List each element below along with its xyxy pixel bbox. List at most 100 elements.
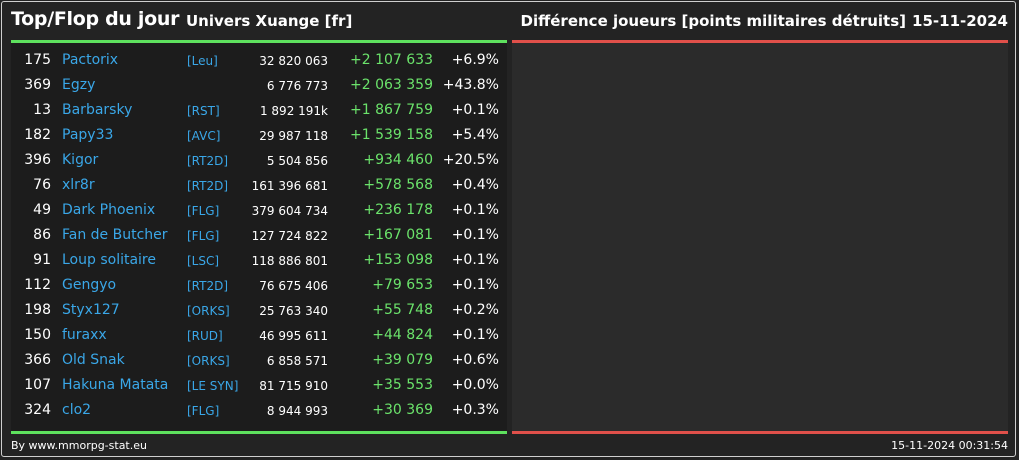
player-name-link[interactable]: Fan de Butcher <box>62 227 168 243</box>
source-credit[interactable]: By www.mmorpg-stat.eu <box>11 439 147 452</box>
alliance-link[interactable]: [LSC] <box>187 254 220 268</box>
table-row: 182 Papy33 [AVC] 29 987 118 +1 539 158 +5.4% <box>11 123 507 148</box>
page-title: Top/Flop du jour <box>11 8 180 30</box>
percent-change: +0.3% <box>451 402 499 418</box>
percent-change: +0.1% <box>451 227 499 243</box>
percent-change: +0.0% <box>451 377 499 393</box>
player-name-link[interactable]: Styx127 <box>62 302 120 318</box>
points-difference: +55 748 <box>372 302 433 318</box>
points-difference: +35 553 <box>372 377 433 393</box>
player-points: 29 987 118 <box>259 129 328 143</box>
points-difference: +934 460 <box>363 152 433 168</box>
player-name-link[interactable]: Hakuna Matata <box>62 377 169 393</box>
player-points: 5 504 856 <box>266 154 328 168</box>
top-red-divider <box>512 40 1008 43</box>
alliance-link[interactable]: [RUD] <box>187 329 223 343</box>
player-name-link[interactable]: Loup solitaire <box>62 252 156 268</box>
player-rank: 150 <box>24 327 51 343</box>
points-difference: +1 867 759 <box>350 102 433 118</box>
player-name-link[interactable]: Papy33 <box>62 127 114 143</box>
points-difference: +79 653 <box>372 277 433 293</box>
player-points: 127 724 822 <box>251 229 328 243</box>
player-rank: 49 <box>33 202 51 218</box>
player-rank: 369 <box>24 77 51 93</box>
top-players-panel: 175 Pactorix [Leu] 32 820 063 +2 107 633 +6.9… <box>11 43 507 431</box>
table-row: 49 Dark Phoenix [FLG] 379 604 734 +236 178 +0… <box>11 198 507 223</box>
player-rank: 112 <box>24 277 51 293</box>
table-row: 369 Egzy 6 776 773 +2 063 359 +43.8% <box>11 73 507 98</box>
player-points: 161 396 681 <box>251 179 328 193</box>
alliance-link[interactable]: [FLG] <box>187 404 220 418</box>
difference-title: Différence joueurs [points militaires dé… <box>520 12 906 30</box>
percent-change: +43.8% <box>442 77 499 93</box>
alliance-link[interactable]: [Leu] <box>187 54 218 68</box>
points-difference: +153 098 <box>363 252 433 268</box>
percent-change: +0.2% <box>451 302 499 318</box>
percent-change: +5.4% <box>451 127 499 143</box>
table-row: 150 furaxx [RUD] 46 995 611 +44 824 +0.1% <box>11 323 507 348</box>
player-name-link[interactable]: Kigor <box>62 152 99 168</box>
percent-change: +6.9% <box>451 52 499 68</box>
table-row: 366 Old Snak [ORKS] 6 858 571 +39 079 +0.6% <box>11 348 507 373</box>
player-points: 25 763 340 <box>259 304 328 318</box>
points-difference: +236 178 <box>363 202 433 218</box>
percent-change: +0.1% <box>451 327 499 343</box>
alliance-link[interactable]: [FLG] <box>187 229 220 243</box>
player-name-link[interactable]: Gengyo <box>62 277 117 293</box>
player-name-link[interactable]: furaxx <box>62 327 107 343</box>
points-difference: +1 539 158 <box>350 127 433 143</box>
bottom-red-divider <box>512 431 1008 434</box>
points-difference: +44 824 <box>372 327 433 343</box>
player-name-link[interactable]: clo2 <box>62 402 92 418</box>
alliance-link[interactable]: [AVC] <box>187 129 221 143</box>
player-points: 6 776 773 <box>266 79 328 93</box>
player-points: 6 858 571 <box>266 354 328 368</box>
alliance-link[interactable]: [LE SYN] <box>187 379 239 393</box>
percent-change: +0.1% <box>451 277 499 293</box>
player-points: 1 892 191k <box>259 104 328 118</box>
table-row: 324 clo2 [FLG] 8 944 993 +30 369 +0.3% <box>11 398 507 423</box>
alliance-link[interactable]: [RST] <box>187 104 220 118</box>
table-row: 76 xlr8r [RT2D] 161 396 681 +578 568 +0.4% <box>11 173 507 198</box>
header-date: 15-11-2024 <box>912 12 1008 30</box>
table-row: 86 Fan de Butcher [FLG] 127 724 822 +167 081… <box>11 223 507 248</box>
player-rank: 324 <box>24 402 51 418</box>
table-row: 107 Hakuna Matata [LE SYN] 81 715 910 +35 55… <box>11 373 507 398</box>
player-points: 32 820 063 <box>259 54 328 68</box>
alliance-link[interactable]: [RT2D] <box>187 279 229 293</box>
alliance-link[interactable]: [RT2D] <box>187 179 229 193</box>
table-row: 13 Barbarsky [RST] 1 892 191k +1 867 759 +0.1… <box>11 98 507 123</box>
player-name-link[interactable]: Pactorix <box>62 52 119 68</box>
player-name-link[interactable]: Egzy <box>62 77 96 93</box>
alliance-link[interactable]: [FLG] <box>187 204 220 218</box>
table-row: 175 Pactorix [Leu] 32 820 063 +2 107 633 +6.9… <box>11 48 507 73</box>
player-rank: 91 <box>33 252 51 268</box>
percent-change: +0.4% <box>451 177 499 193</box>
player-points: 46 995 611 <box>259 329 328 343</box>
top-players-list: 175 Pactorix [Leu] 32 820 063 +2 107 633 +6.9… <box>11 48 507 423</box>
percent-change: +0.6% <box>451 352 499 368</box>
table-row: 91 Loup solitaire [LSC] 118 886 801 +153 098… <box>11 248 507 273</box>
alliance-link[interactable]: [RT2D] <box>187 154 229 168</box>
player-rank: 13 <box>33 102 51 118</box>
player-rank: 366 <box>24 352 51 368</box>
table-row: 198 Styx127 [ORKS] 25 763 340 +55 748 +0.2% <box>11 298 507 323</box>
player-points: 81 715 910 <box>259 379 328 393</box>
player-rank: 182 <box>24 127 51 143</box>
percent-change: +20.5% <box>442 152 499 168</box>
top-green-divider <box>11 40 507 43</box>
player-rank: 76 <box>33 177 51 193</box>
alliance-link[interactable]: [ORKS] <box>187 354 230 368</box>
points-difference: +39 079 <box>372 352 433 368</box>
player-name-link[interactable]: Barbarsky <box>62 102 133 118</box>
percent-change: +0.1% <box>451 202 499 218</box>
points-difference: +167 081 <box>363 227 433 243</box>
universe-label: Univers Xuange [fr] <box>186 12 353 30</box>
player-name-link[interactable]: Old Snak <box>62 352 125 368</box>
alliance-link[interactable]: [ORKS] <box>187 304 230 318</box>
player-rank: 175 <box>24 52 51 68</box>
player-points: 379 604 734 <box>251 204 328 218</box>
player-name-link[interactable]: Dark Phoenix <box>62 202 156 218</box>
player-name-link[interactable]: xlr8r <box>62 177 95 193</box>
